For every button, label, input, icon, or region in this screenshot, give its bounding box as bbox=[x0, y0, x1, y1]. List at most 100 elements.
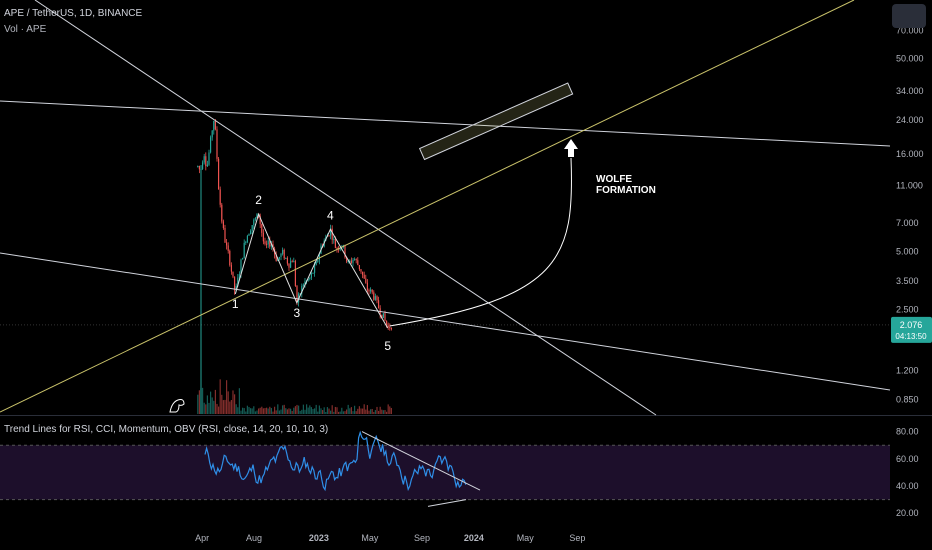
candle-body bbox=[240, 259, 242, 275]
candle-body bbox=[269, 240, 271, 247]
candle-body bbox=[238, 274, 240, 278]
volume-bar bbox=[277, 404, 279, 414]
y-tick-label: 34.000 bbox=[896, 86, 924, 96]
candle-body bbox=[265, 243, 268, 245]
candle-body bbox=[345, 257, 348, 262]
volume-bar bbox=[371, 408, 373, 414]
y-tick-label: 70.000 bbox=[896, 26, 924, 36]
volume-bar bbox=[270, 407, 272, 414]
candle-body bbox=[352, 259, 354, 263]
volume-bar bbox=[222, 400, 224, 414]
annotation-line2: FORMATION bbox=[596, 185, 656, 196]
volume-bar bbox=[267, 408, 269, 414]
candle-body bbox=[230, 265, 232, 272]
rsi-y-tick-label: 40.00 bbox=[896, 481, 919, 491]
candle-body bbox=[264, 241, 266, 244]
candle-body bbox=[288, 263, 290, 268]
candle-body bbox=[270, 244, 272, 247]
candle-body bbox=[313, 265, 316, 273]
volume-bar bbox=[286, 409, 288, 414]
volume-bar bbox=[235, 404, 237, 414]
y-tick-label: 11.000 bbox=[896, 180, 923, 190]
volume-bar bbox=[373, 411, 375, 414]
candle-body bbox=[251, 225, 253, 231]
volume-bar bbox=[302, 404, 304, 414]
candle-body bbox=[387, 325, 389, 327]
volume-bar bbox=[245, 411, 247, 414]
candle-body bbox=[334, 238, 336, 248]
toolbar-button[interactable] bbox=[892, 4, 926, 28]
volume-bar bbox=[305, 404, 308, 414]
candle-body bbox=[318, 253, 320, 261]
candle-body bbox=[382, 313, 384, 319]
volume-bar bbox=[238, 388, 240, 414]
volume-bar bbox=[384, 409, 386, 414]
y-tick-label: 50.000 bbox=[896, 54, 924, 64]
volume-bar bbox=[350, 407, 352, 414]
rsi-y-tick-label: 60.00 bbox=[896, 454, 919, 464]
volume-bar bbox=[381, 409, 383, 414]
volume-bar bbox=[232, 390, 234, 414]
candle-body bbox=[360, 269, 362, 272]
candle-body bbox=[361, 271, 364, 275]
volume-bar bbox=[214, 389, 216, 414]
volume-bar bbox=[225, 380, 228, 414]
y-tick-label: 0.850 bbox=[896, 395, 919, 405]
rsi-line bbox=[204, 430, 467, 492]
volume-bar bbox=[341, 407, 343, 414]
candle-body bbox=[222, 221, 224, 228]
candle-body bbox=[371, 289, 373, 293]
price-badge-countdown: 04:13:50 bbox=[895, 332, 927, 341]
volume-bar bbox=[251, 408, 253, 414]
volume-bar bbox=[254, 411, 256, 414]
y-tick-label: 24.000 bbox=[896, 115, 924, 125]
candle-body bbox=[373, 292, 375, 300]
candle-body bbox=[256, 213, 258, 219]
volume-bar bbox=[329, 410, 332, 414]
candle-body bbox=[275, 254, 277, 261]
rsi-lower-trendline bbox=[427, 499, 467, 507]
candle-body bbox=[285, 257, 287, 259]
volume-bar bbox=[331, 405, 333, 414]
candle-body bbox=[365, 278, 367, 283]
candle-body bbox=[333, 238, 335, 240]
volume-bar bbox=[206, 395, 208, 414]
candle-body bbox=[198, 165, 200, 170]
wolfe-zigzag bbox=[234, 212, 389, 329]
volume-bar bbox=[272, 411, 274, 414]
candle-body bbox=[227, 245, 229, 251]
volume-bar bbox=[205, 404, 207, 414]
volume-bar bbox=[389, 406, 391, 414]
candle-body bbox=[301, 285, 303, 294]
volume-bar bbox=[382, 410, 384, 414]
volume-bar bbox=[280, 409, 282, 414]
candle-body bbox=[294, 261, 296, 286]
price-badge bbox=[891, 316, 932, 343]
candle-body bbox=[209, 137, 212, 153]
indicator-legend: Trend Lines for RSI, CCI, Momentum, OBV … bbox=[4, 424, 329, 435]
candle-body bbox=[243, 242, 245, 259]
candle-body bbox=[241, 258, 244, 260]
candle-body bbox=[349, 260, 351, 262]
volume-bar bbox=[318, 405, 320, 414]
candle-body bbox=[214, 120, 216, 130]
volume-bar bbox=[230, 399, 232, 414]
volume-bar bbox=[208, 402, 210, 414]
candle-body bbox=[254, 218, 256, 220]
volume-bar bbox=[320, 408, 322, 414]
volume-bar bbox=[224, 399, 226, 414]
candle-body bbox=[235, 285, 237, 291]
candle-body bbox=[357, 260, 359, 265]
candle-body bbox=[384, 313, 386, 321]
y-tick-label: 7.000 bbox=[896, 218, 919, 228]
candle-body bbox=[331, 228, 333, 240]
candle-body bbox=[197, 165, 199, 167]
x-tick-label: May bbox=[517, 533, 535, 543]
volume-bar bbox=[337, 411, 340, 414]
candle-body bbox=[389, 326, 391, 328]
volume-bar bbox=[369, 409, 372, 414]
candle-body bbox=[344, 245, 346, 258]
candle-body bbox=[225, 242, 228, 246]
volume-bar bbox=[209, 391, 212, 414]
